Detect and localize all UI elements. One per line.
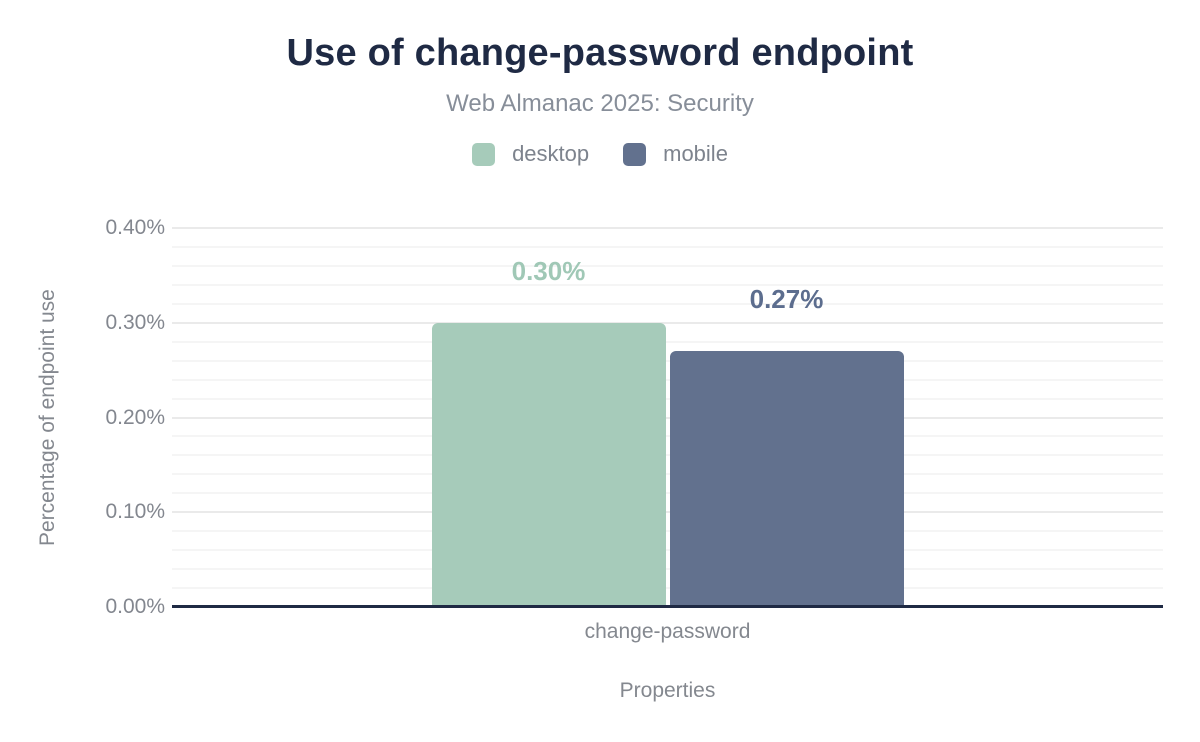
minor-gridline [172,302,1163,305]
plot-area: 0.30% 0.27% [172,227,1163,608]
major-gridline [172,321,1163,324]
x-axis-title: Properties [619,679,716,702]
legend-label-desktop: desktop [512,141,590,166]
bar-column-mobile: 0.27% [669,284,904,607]
desktop-legend-swatch-icon [472,142,496,166]
bar-value-label-mobile: 0.27% [749,284,824,314]
minor-gridline [172,245,1163,248]
mobile-legend-swatch-icon [623,142,647,166]
bar-group: 0.30% 0.27% [431,256,904,607]
minor-gridline [172,340,1163,343]
minor-gridline [172,359,1163,362]
legend-label-mobile: mobile [663,141,728,166]
legend: desktop mobile [0,141,1200,167]
major-gridline [172,416,1163,419]
minor-gridline [172,378,1163,381]
minor-gridline [172,454,1163,457]
legend-item-mobile[interactable]: mobile [623,141,728,167]
minor-gridline [172,587,1163,590]
minor-gridline [172,549,1163,552]
bar-value-label-desktop: 0.30% [511,256,586,286]
chart-subtitle: Web Almanac 2025: Security [446,90,754,117]
bar-desktop[interactable] [431,323,666,607]
legend-item-desktop[interactable]: desktop [472,141,589,167]
bar-column-desktop: 0.30% [431,256,666,607]
major-gridline [172,511,1163,514]
minor-gridline [172,473,1163,476]
y-tick-label: 0.30% [105,310,165,334]
minor-gridline [172,530,1163,533]
y-tick-label: 0.10% [105,500,165,524]
chart-title: Use of change-password endpoint [286,32,914,74]
y-tick-label: 0.20% [105,405,165,429]
minor-gridline [172,264,1163,267]
bar-mobile[interactable] [669,351,904,607]
minor-gridline [172,568,1163,571]
minor-gridline [172,283,1163,286]
major-gridline [172,227,1163,229]
minor-gridline [172,492,1163,495]
minor-gridline [172,397,1163,400]
minor-gridline [172,435,1163,438]
x-tick-label: change-password [584,620,751,643]
x-axis-line [172,605,1163,608]
y-axis-tick-labels: 0.40% 0.30% 0.20% 0.10% 0.00% [0,216,165,618]
y-tick-label: 0.40% [105,216,165,239]
y-tick-label: 0.00% [105,595,165,618]
